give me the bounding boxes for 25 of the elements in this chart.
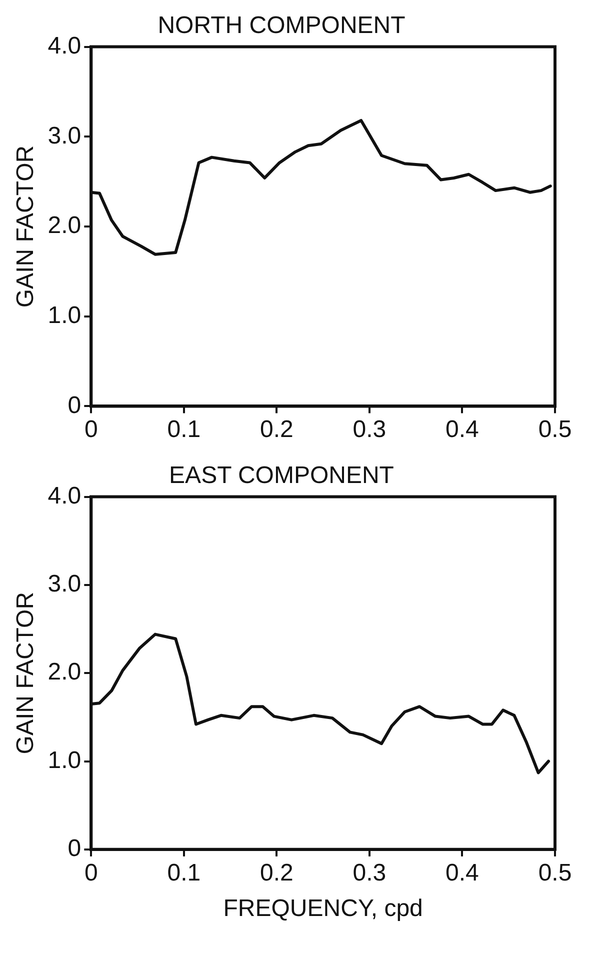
y-tick-label: 4.0 [48, 482, 82, 510]
y-tick-label: 2.0 [48, 212, 82, 240]
x-tick-label: 0.3 [352, 859, 386, 886]
x-tick-label: 0.4 [446, 859, 479, 886]
y-tick-label: 1.0 [48, 302, 82, 329]
x-tick-label: 0.2 [260, 859, 294, 886]
y-tick-label: 3.0 [48, 570, 82, 598]
x-tick-label: 0.1 [167, 859, 201, 886]
y-axis-title: GAIN FACTOR [12, 145, 40, 308]
x-tick-label: 0.5 [538, 859, 572, 886]
x-tick-label: 0.2 [260, 416, 294, 444]
chart-title: EAST COMPONENT [169, 462, 394, 490]
y-tick-label: 4.0 [48, 32, 82, 60]
x-axis-title: FREQUENCY, cpd [223, 895, 423, 922]
y-tick-label: 1.0 [48, 746, 82, 774]
y-tick-label: 0 [68, 835, 82, 862]
y-tick-label: 0 [68, 392, 82, 419]
x-tick-label: 0.3 [352, 416, 386, 444]
chart-title: NORTH COMPONENT [158, 12, 406, 40]
x-tick-label: 0.5 [538, 416, 572, 444]
x-tick-label: 0.4 [446, 416, 479, 444]
y-axis-title: GAIN FACTOR [12, 592, 40, 754]
x-tick-label: 0.1 [167, 416, 201, 444]
y-tick-label: 3.0 [48, 122, 82, 150]
y-tick-label: 2.0 [48, 658, 82, 686]
